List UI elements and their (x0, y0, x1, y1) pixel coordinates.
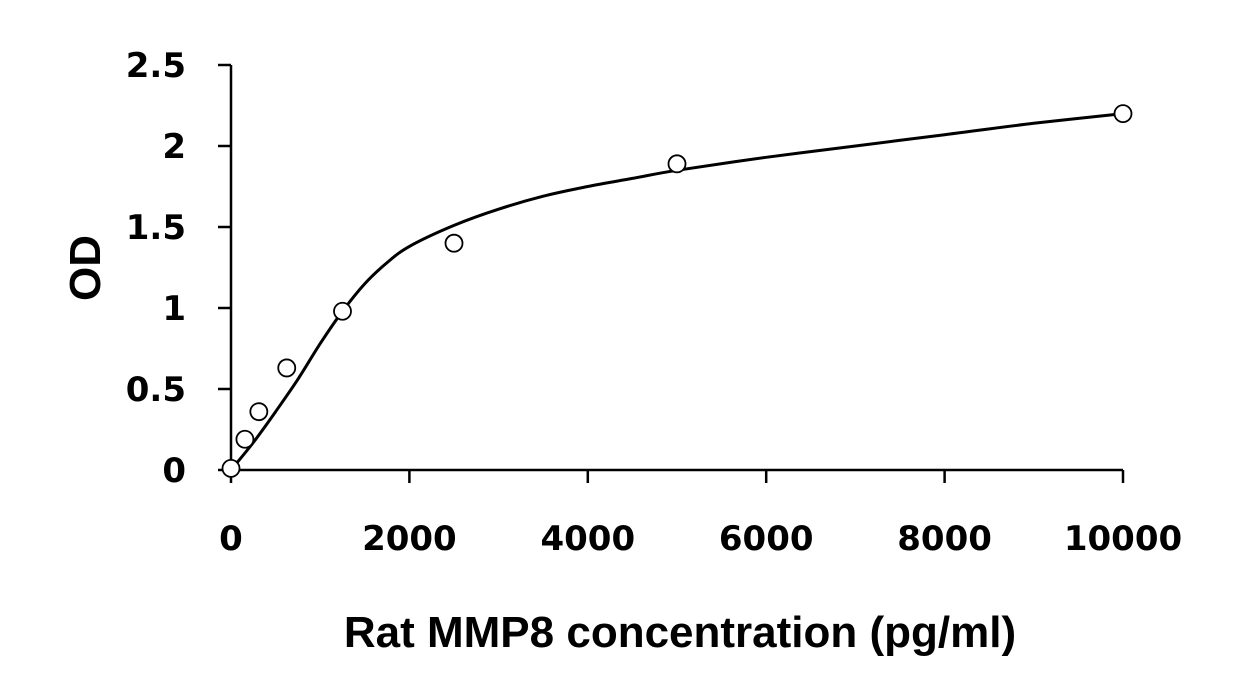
data-point (235, 429, 255, 449)
data-point (1113, 104, 1133, 123)
y-tick-label: 0.5 (126, 370, 186, 410)
y-axis-title: OD (61, 235, 110, 301)
data-point (444, 233, 464, 253)
data-point (249, 402, 269, 422)
x-tick-label: 4000 (540, 519, 635, 559)
x-tick-label: 2000 (362, 519, 457, 559)
ticks (218, 63, 1125, 483)
data-point (333, 301, 352, 321)
tick-labels: 0 0.5 1 1.5 2 2.5 0 2000 4000 6000 8000 10000 (126, 46, 1182, 559)
y-tick-label: 2 (162, 127, 186, 167)
y-tick-label: 1 (162, 289, 186, 329)
y-tick-label: 0 (162, 451, 186, 491)
data-point (277, 358, 297, 378)
data-point (667, 154, 687, 174)
x-axis-title: Rat MMP8 concentration (pg/ml) (344, 608, 1016, 657)
axes (229, 65, 1123, 472)
x-tick-label: 6000 (719, 519, 814, 559)
y-tick-label: 1.5 (126, 208, 186, 248)
fit-curve (229, 112, 1124, 471)
y-tick-label: 2.5 (126, 46, 186, 86)
data-point (221, 458, 241, 478)
data-points (221, 104, 1133, 478)
x-tick-label: 8000 (897, 519, 992, 559)
x-tick-label: 0 (219, 519, 243, 559)
x-tick-label: 10000 (1064, 519, 1182, 559)
